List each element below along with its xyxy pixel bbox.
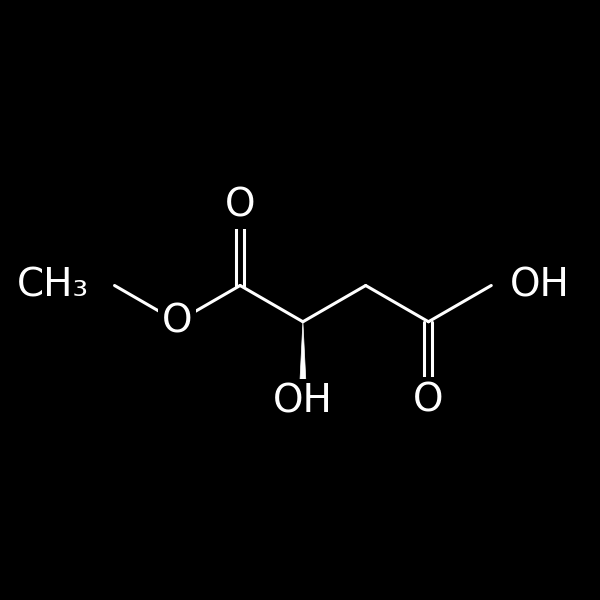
Text: CH₃: CH₃ bbox=[17, 266, 89, 305]
Text: O: O bbox=[225, 187, 256, 225]
Text: OH: OH bbox=[273, 382, 333, 421]
Text: O: O bbox=[413, 381, 444, 419]
Text: OH: OH bbox=[509, 266, 569, 305]
Text: O: O bbox=[162, 303, 193, 341]
Polygon shape bbox=[299, 322, 307, 394]
